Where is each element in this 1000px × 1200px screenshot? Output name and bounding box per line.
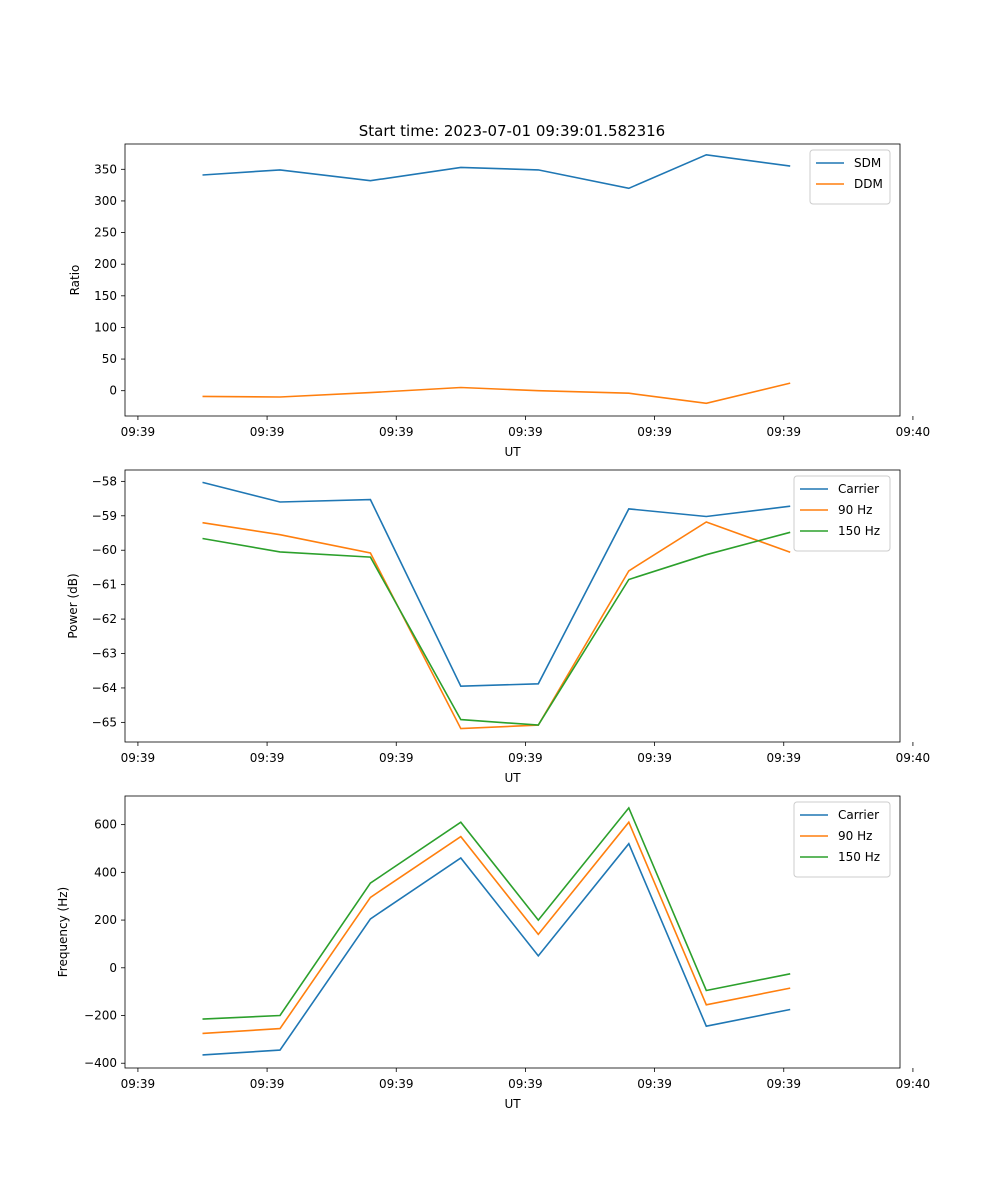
y-tick-label: −64 (92, 681, 117, 695)
x-tick-label: 09:39 (250, 425, 285, 439)
legend-label: 150 Hz (838, 524, 880, 538)
y-tick-label: 0 (109, 961, 117, 975)
series-line-sdm (202, 153, 791, 190)
legend: Carrier 90 Hz 150 Hz (793, 475, 891, 552)
legend-label: DDM (854, 177, 883, 191)
legend-label: 90 Hz (838, 829, 872, 843)
chart-panels: 09:39 09:39 09:39 09:39 09:39 09:39 09:40 0 50 10… (56, 143, 931, 1111)
y-tick-label: 250 (94, 226, 117, 240)
x-tick-label: 09:39 (121, 425, 156, 439)
y-tick-label: 400 (94, 865, 117, 879)
y-tick-label: −60 (92, 543, 117, 557)
x-tick-label: 09:39 (250, 1077, 285, 1091)
y-axis-label: Frequency (Hz) (56, 887, 70, 978)
chart-panel-3: 09:39 09:39 09:39 09:39 09:39 09:39 09:40 −400 −… (56, 795, 931, 1111)
x-axis-label: UT (504, 1097, 521, 1111)
x-tick-label: 09:39 (766, 1077, 801, 1091)
chart-panel-1: 09:39 09:39 09:39 09:39 09:39 09:39 09:40 0 50 10… (68, 143, 931, 459)
x-tick-label: 09:39 (766, 751, 801, 765)
series-line-90-hz (202, 521, 791, 730)
legend-box (793, 801, 891, 878)
x-axis-label: UT (504, 771, 521, 785)
x-tick-label: 09:39 (379, 1077, 414, 1091)
y-tick-label: 0 (109, 384, 117, 398)
x-tick-label: 09:39 (766, 425, 801, 439)
y-tick-label: 300 (94, 194, 117, 208)
y-tick-label: 600 (94, 818, 117, 832)
x-tick-label: 09:39 (508, 751, 543, 765)
series-line-ddm (202, 382, 791, 405)
legend-box (793, 475, 891, 552)
x-tick-label: 09:39 (250, 751, 285, 765)
y-axis-label: Power (dB) (66, 573, 80, 638)
series-line-90-hz (202, 820, 791, 1035)
legend-label: 90 Hz (838, 503, 872, 517)
y-tick-label: −200 (84, 1009, 117, 1023)
x-tick-label: 09:40 (896, 425, 931, 439)
x-tick-label: 09:39 (637, 425, 672, 439)
y-tick-label: −63 (92, 647, 117, 661)
x-tick-label: 09:40 (896, 751, 931, 765)
series-line-150-hz (202, 806, 791, 1020)
y-tick-label: −400 (84, 1056, 117, 1070)
x-tick-label: 09:40 (896, 1077, 931, 1091)
series-line-150-hz (202, 531, 791, 726)
x-tick-label: 09:39 (637, 751, 672, 765)
y-axis-label: Ratio (68, 265, 82, 296)
x-tick-label: 09:39 (121, 751, 156, 765)
y-tick-label: −62 (92, 612, 117, 626)
legend: SDM DDM (809, 149, 891, 205)
axes-frame (124, 795, 901, 1069)
figure-title: Start time: 2023-07-01 09:39:01.582316 (359, 122, 665, 140)
x-tick-label: 09:39 (508, 425, 543, 439)
y-tick-label: 50 (102, 352, 117, 366)
axes-frame (124, 143, 901, 417)
x-tick-label: 09:39 (637, 1077, 672, 1091)
legend-label: 150 Hz (838, 850, 880, 864)
y-tick-label: 350 (94, 162, 117, 176)
series-line-carrier (202, 481, 791, 688)
y-tick-label: −59 (92, 509, 117, 523)
legend: Carrier 90 Hz 150 Hz (793, 801, 891, 878)
x-axis-label: UT (504, 445, 521, 459)
axes-frame (124, 469, 901, 743)
legend-label: SDM (854, 156, 881, 170)
y-tick-label: 200 (94, 257, 117, 271)
y-tick-label: 100 (94, 320, 117, 334)
y-tick-label: 200 (94, 913, 117, 927)
y-tick-label: −65 (92, 715, 117, 729)
x-tick-label: 09:39 (508, 1077, 543, 1091)
y-tick-label: 150 (94, 289, 117, 303)
x-tick-label: 09:39 (121, 1077, 156, 1091)
x-tick-label: 09:39 (379, 425, 414, 439)
y-tick-label: −58 (92, 474, 117, 488)
series-line-carrier (202, 842, 791, 1056)
legend-label: Carrier (838, 808, 879, 822)
legend-label: Carrier (838, 482, 879, 496)
x-tick-label: 09:39 (379, 751, 414, 765)
chart-panel-2: 09:39 09:39 09:39 09:39 09:39 09:39 09:40 −65 −6… (66, 469, 931, 785)
y-tick-label: −61 (92, 578, 117, 592)
